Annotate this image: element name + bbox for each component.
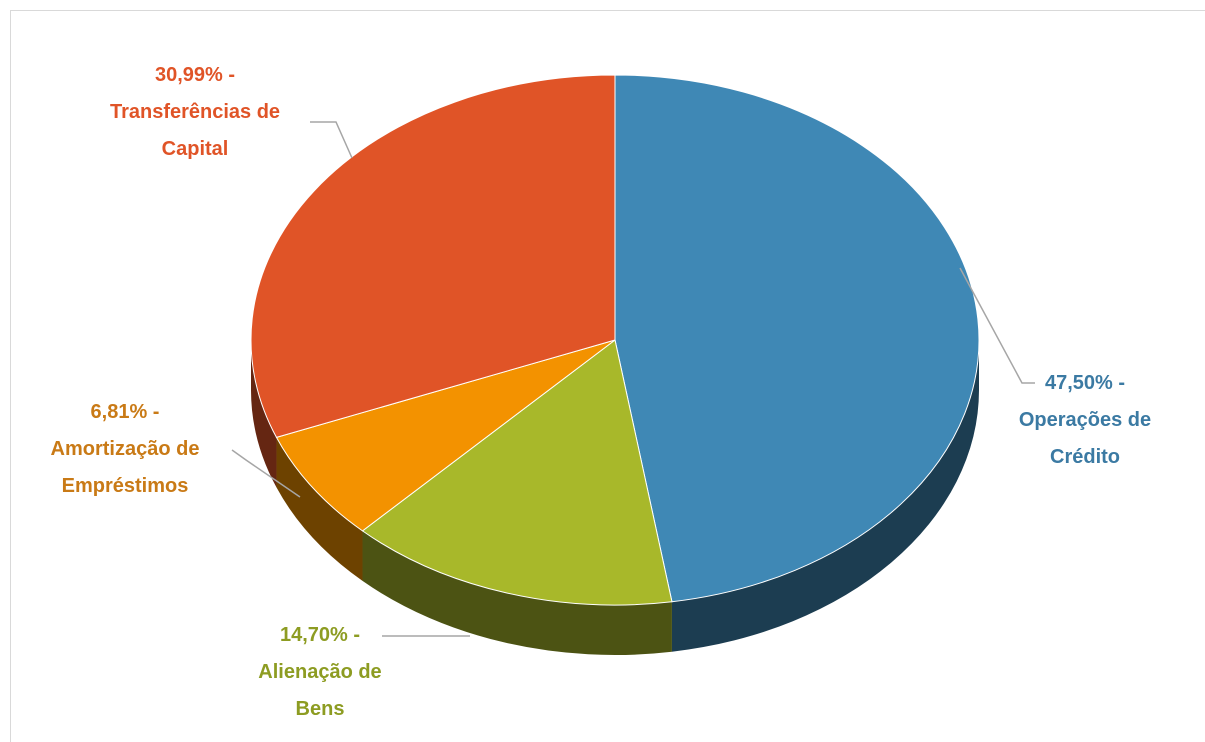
leader-line bbox=[310, 121, 353, 159]
slice bbox=[250, 74, 616, 438]
slice-side bbox=[362, 530, 672, 656]
value-label: 6,81% - bbox=[90, 401, 160, 423]
leader-line bbox=[231, 449, 301, 498]
value-label: 14,70% - bbox=[279, 624, 361, 646]
category-label: Transferências de Capital bbox=[109, 101, 281, 160]
category-label: Alienação de Bens bbox=[258, 661, 382, 720]
category-label: Operações de Crédito bbox=[1018, 409, 1152, 468]
data-label: 14,70% - Alienação de Bens bbox=[245, 617, 395, 728]
slice-side bbox=[251, 340, 277, 488]
value-label: 47,50% - bbox=[1044, 372, 1126, 394]
frame bbox=[10, 10, 1205, 742]
value-label: 30,99% - bbox=[154, 64, 236, 86]
slice-side bbox=[671, 340, 979, 652]
data-label: 30,99% - Transferências de Capital bbox=[83, 57, 308, 168]
data-label: 47,50% - Operações de Crédito bbox=[1000, 365, 1170, 476]
slice bbox=[361, 339, 673, 606]
data-label: 6,81% - Amortização de Empréstimos bbox=[25, 394, 225, 505]
category-label: Amortização de Empréstimos bbox=[50, 438, 200, 497]
slice-side bbox=[276, 437, 363, 581]
leader-line bbox=[959, 267, 1035, 384]
slice bbox=[614, 74, 980, 603]
slice bbox=[275, 339, 616, 532]
